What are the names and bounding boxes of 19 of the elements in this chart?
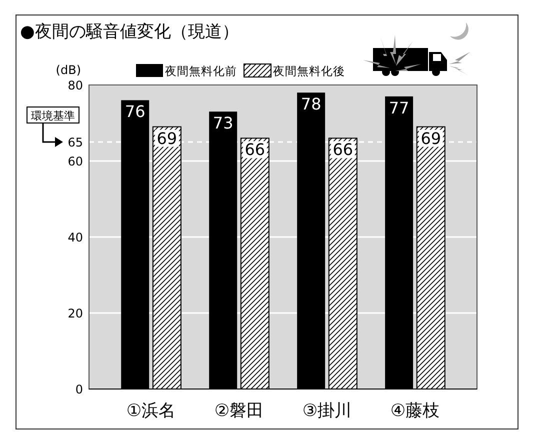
y-tick-label: 60 [68, 154, 83, 168]
x-tick-label: ②磐田 [214, 401, 264, 421]
ref-line-label: 環境基準 [31, 110, 75, 122]
legend-label: 夜間無料化後 [273, 64, 345, 78]
data-label: 76 [124, 102, 146, 122]
y-tick-label: 65 [68, 136, 83, 150]
chart-title: ●夜間の騒音値変化（現道） [20, 22, 239, 42]
y-tick-label: 0 [75, 382, 83, 396]
x-tick-label: ①浜名 [126, 401, 176, 421]
data-label: 77 [388, 98, 410, 118]
y-tick-label: 40 [68, 230, 83, 244]
y-tick-label: 20 [68, 306, 83, 320]
x-tick-label: ③掛川 [302, 401, 352, 421]
legend-label: 夜間無料化前 [165, 64, 237, 78]
y-axis-title: (dB) [56, 63, 81, 77]
data-label: 73 [212, 114, 234, 133]
data-label: 78 [300, 94, 322, 114]
x-tick-label: ④藤枝 [390, 401, 440, 421]
y-tick-label: 80 [68, 78, 83, 92]
